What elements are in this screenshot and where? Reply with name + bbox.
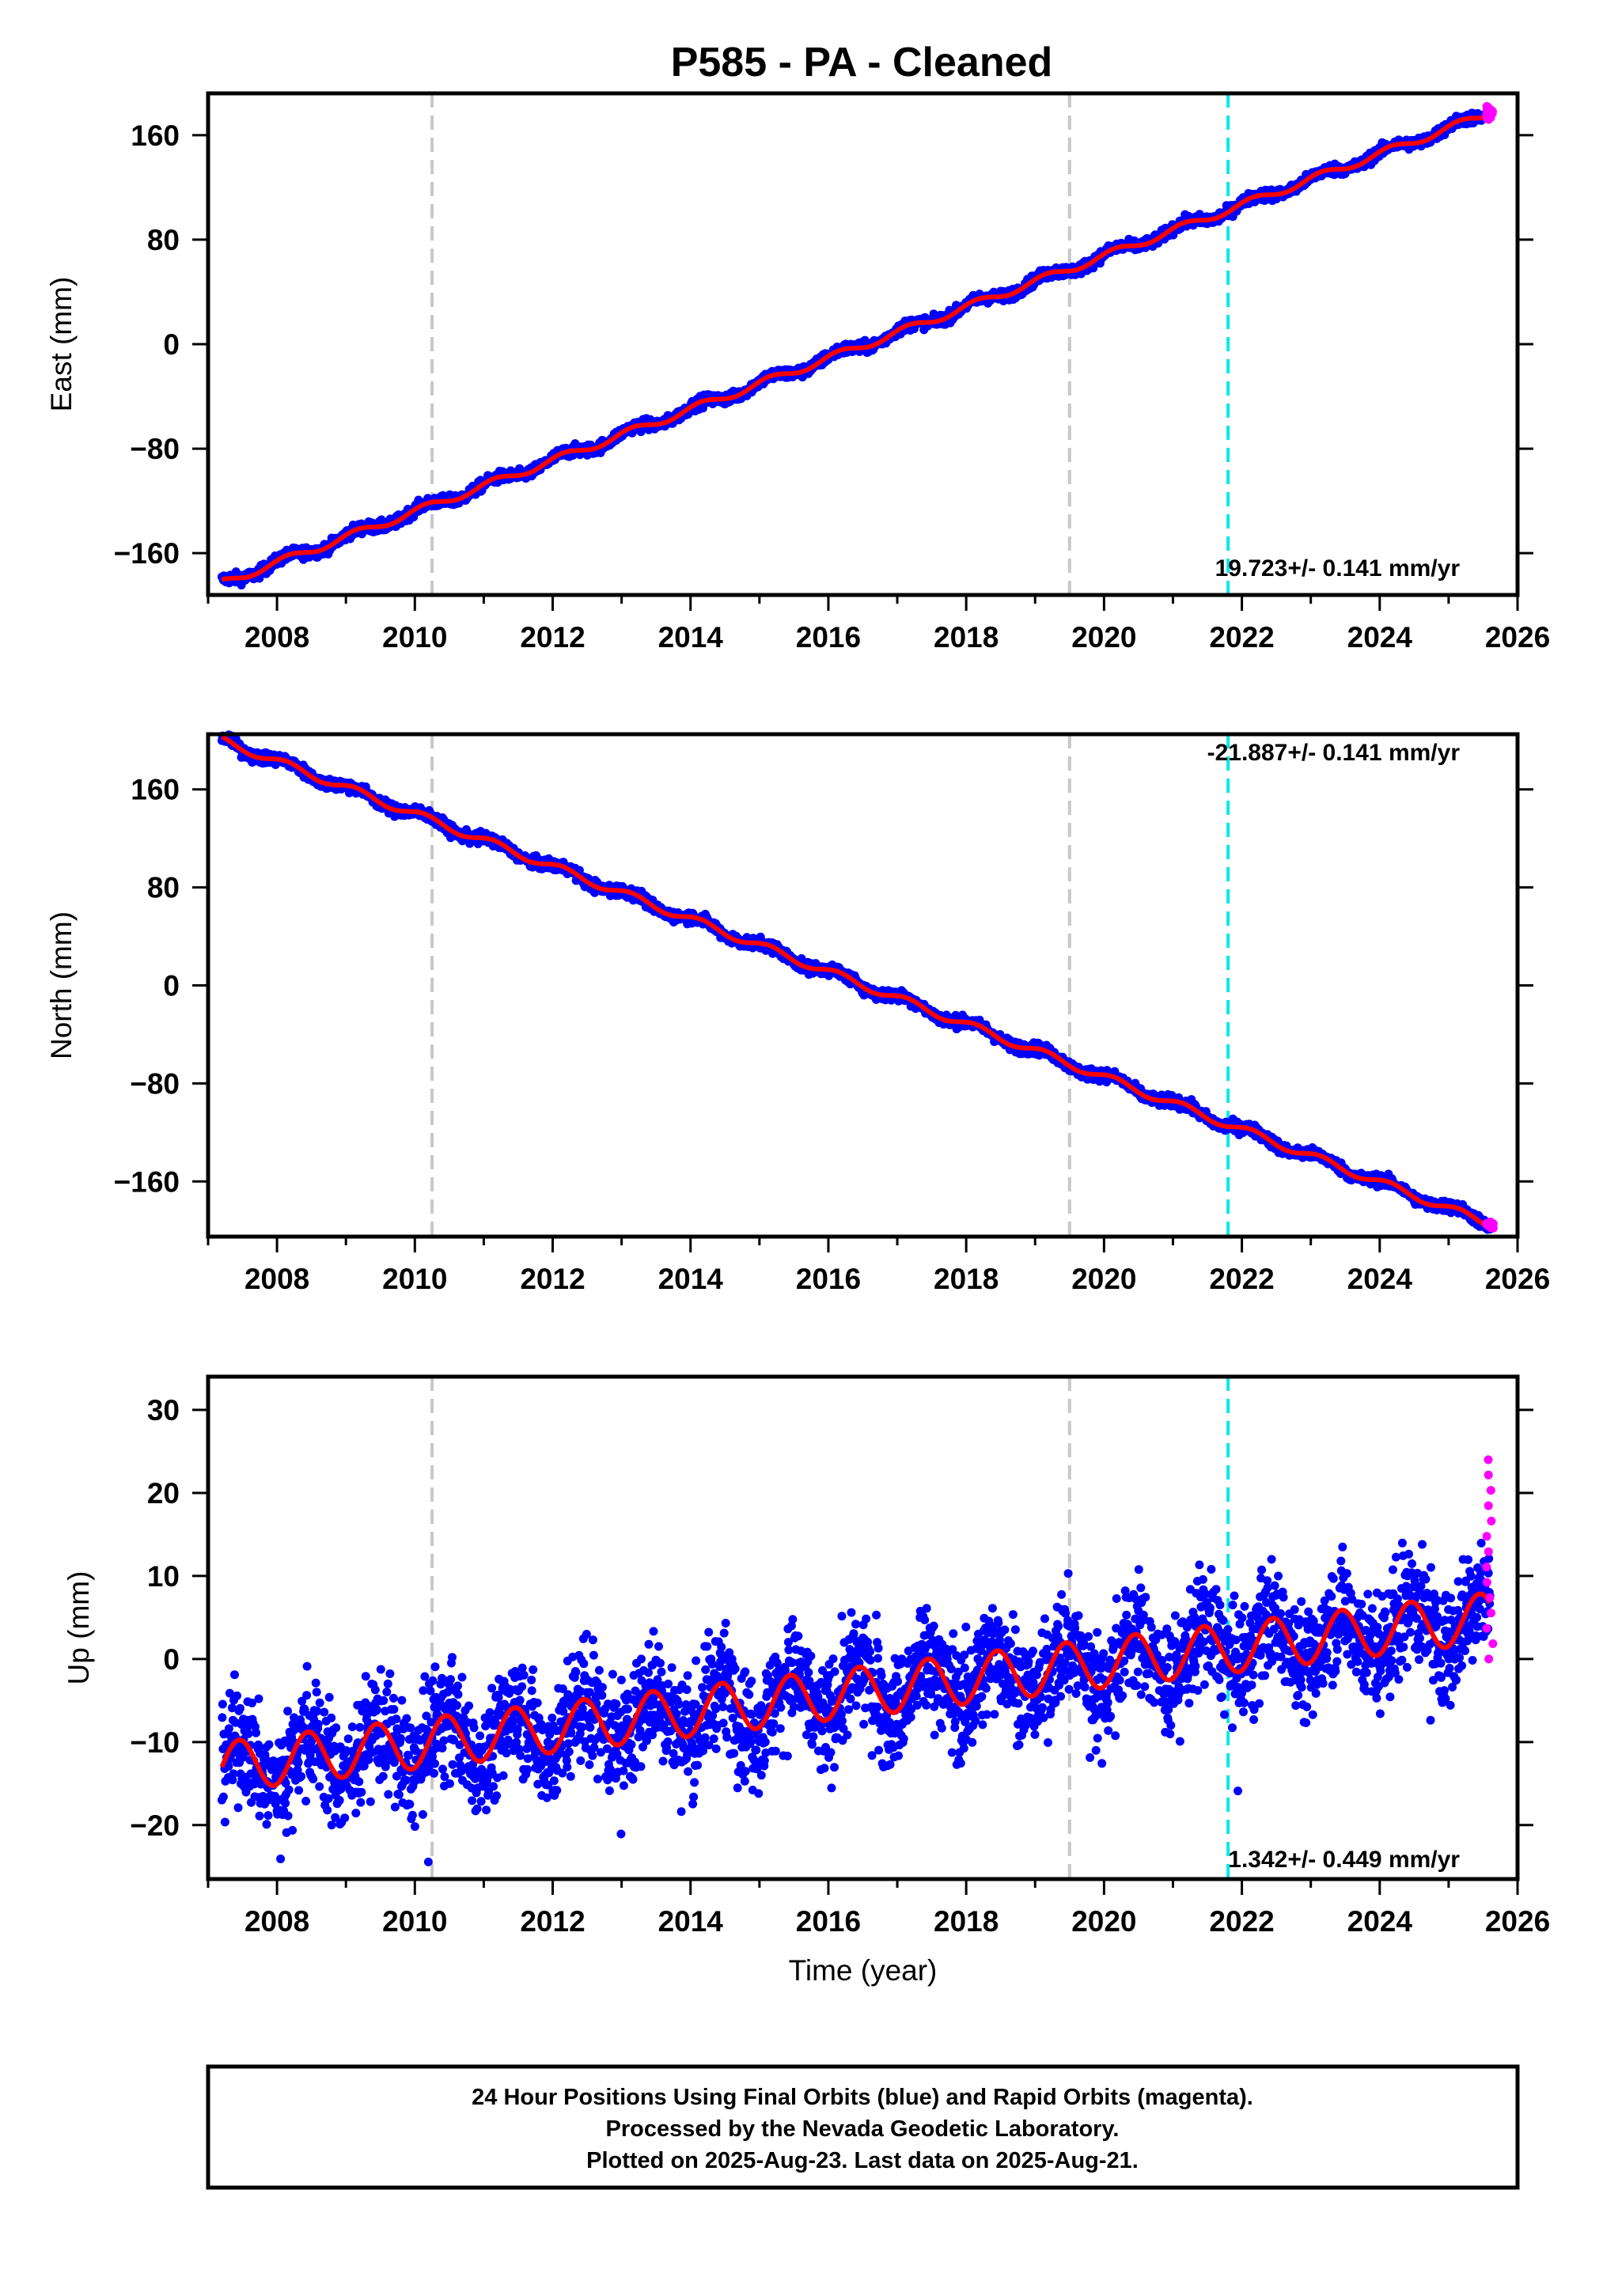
x-tick-label: 2022: [1209, 621, 1274, 654]
x-tick-label: 2010: [382, 621, 447, 654]
east-rapid-orbit-points: [1482, 102, 1497, 124]
figure-title: P585 - PA - Cleaned: [671, 40, 1053, 85]
y-tick-label: 160: [131, 119, 180, 152]
x-tick-label: 2020: [1071, 621, 1136, 654]
x-tick-label: 2026: [1485, 621, 1550, 654]
x-tick-label: 2016: [796, 621, 861, 654]
y-tick-label: 0: [163, 328, 180, 361]
rapid-point: [1482, 102, 1491, 111]
panels: 2008 2010 2012 2014 2016 2018 2020 2022 2024 2026…: [45, 91, 1550, 1987]
east-axis-label: East (mm): [45, 277, 78, 412]
east-model-fit-line: [221, 114, 1491, 582]
x-tick-label: 2024: [1347, 621, 1413, 654]
x-tick-label: 2008: [244, 621, 309, 654]
x-tick-label: 2012: [520, 621, 585, 654]
east-panel: 2008 2010 2012 2014 2016 2018 2020 2022 2024 2026…: [45, 91, 1550, 654]
y-tick-label: −80: [130, 433, 180, 465]
east-rate-annotation: 19.723+/- 0.141 mm/yr: [1215, 555, 1461, 582]
y-tick-label: 80: [147, 224, 180, 256]
x-tick-label: 2014: [658, 621, 724, 654]
north-panel: 2008 2010 2012 2014 2016 2018 2020 2022 2024 2026…: [45, 730, 1550, 1295]
y-tick-label: −160: [114, 537, 180, 570]
x-tick-label: 2018: [934, 621, 999, 654]
